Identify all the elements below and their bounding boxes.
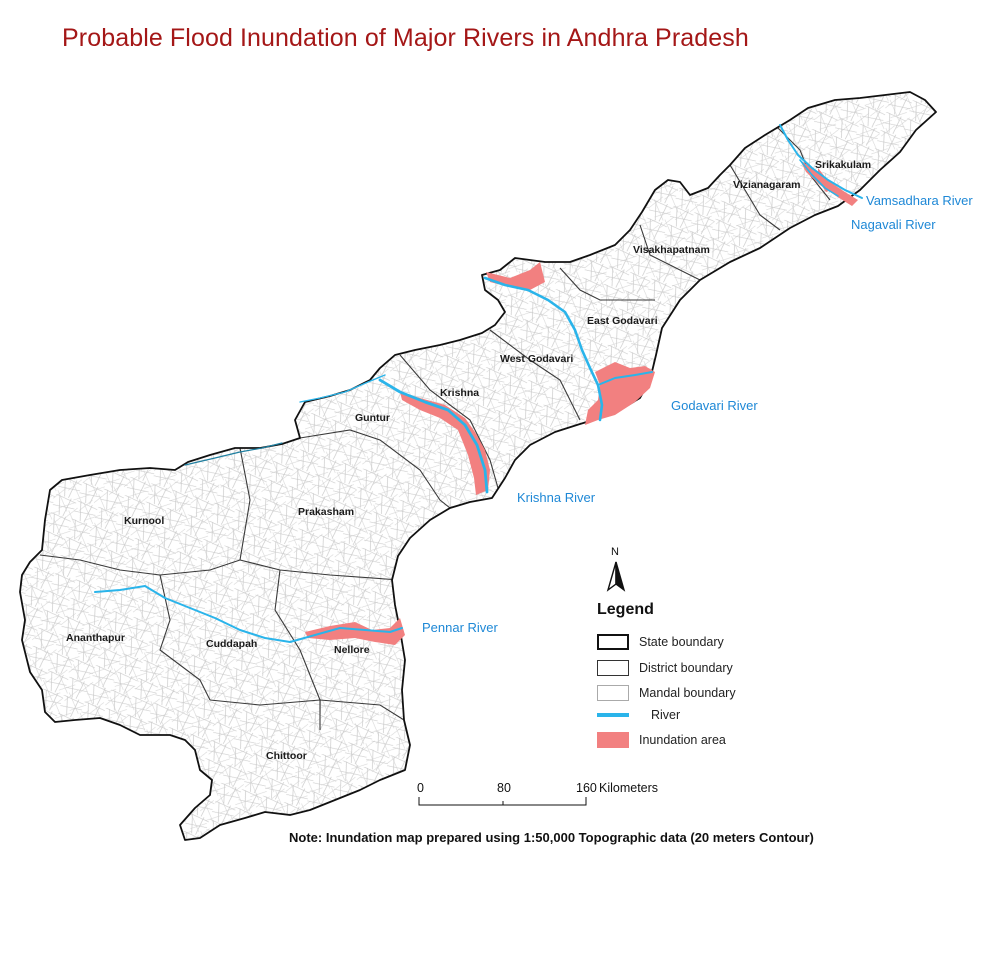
label-nellore: Nellore <box>334 644 370 656</box>
label-east-godavari: East Godavari <box>587 315 658 327</box>
river-labels: Vamsadhara River Nagavali River Godavari… <box>422 193 973 635</box>
legend-title: Legend <box>597 601 654 618</box>
river-vamsadhara <box>779 124 863 199</box>
label-pennar-river: Pennar River <box>422 620 499 635</box>
north-arrow-letter: N <box>611 546 619 558</box>
district-boundary-swatch <box>597 660 629 676</box>
label-west-godavari: West Godavari <box>500 353 573 365</box>
river-godavari-branch <box>597 371 653 386</box>
map-note: Note: Inundation map prepared using 1:50… <box>289 830 814 845</box>
inundation-pennar <box>305 618 405 645</box>
legend-item-inundation-area: Inundation area <box>597 731 726 749</box>
label-chittoor: Chittoor <box>266 750 307 762</box>
scale-tick-0: 0 <box>417 781 424 795</box>
inundation-vamsadhara <box>800 160 858 206</box>
inundation-area-swatch <box>597 732 629 748</box>
legend-label: River <box>651 708 681 722</box>
river-nagavali <box>799 159 839 197</box>
scale-bar: 0 80 160 Kilometers <box>416 781 658 821</box>
north-arrow-icon <box>606 561 626 592</box>
inundation-krishna <box>400 392 490 495</box>
state-boundary <box>19 91 937 841</box>
legend-item-river: River <box>597 706 680 724</box>
label-srikakulam: Srikakulam <box>815 159 871 171</box>
district-labels: Srikakulam Vizianagaram Visakhapatnam Ea… <box>66 159 871 762</box>
legend-item-state-boundary: State boundary <box>597 633 724 651</box>
river-pennar <box>94 585 403 643</box>
scale-tick-160: 160 <box>576 781 597 795</box>
river-godavari <box>483 276 604 422</box>
river-krishna-west <box>184 442 283 466</box>
scale-tick-80: 80 <box>497 781 511 795</box>
state-boundary-swatch <box>597 634 629 650</box>
scale-bar-line <box>418 797 587 806</box>
mandal-boundary-swatch <box>597 685 629 701</box>
label-vamsadhara-river: Vamsadhara River <box>866 193 973 208</box>
label-cuddapah: Cuddapah <box>206 638 257 650</box>
label-kurnool: Kurnool <box>124 515 164 527</box>
legend-label: District boundary <box>639 661 733 675</box>
river-line-swatch <box>597 713 629 717</box>
label-ananthapur: Ananthapur <box>66 632 125 644</box>
label-godavari-river: Godavari River <box>671 398 758 413</box>
river-krishna-upper <box>299 374 386 403</box>
label-prakasham: Prakasham <box>298 506 354 518</box>
label-vizianagaram: Vizianagaram <box>733 179 801 191</box>
legend-label: Mandal boundary <box>639 686 736 700</box>
label-krishna: Krishna <box>440 387 479 399</box>
scale-unit: Kilometers <box>599 781 659 795</box>
rivers <box>94 124 863 643</box>
north-arrow: N <box>603 546 633 594</box>
label-guntur: Guntur <box>355 412 390 424</box>
label-nagavali-river: Nagavali River <box>851 217 936 232</box>
legend-label: Inundation area <box>639 733 726 747</box>
river-krishna <box>378 378 489 494</box>
legend-label: State boundary <box>639 635 724 649</box>
label-krishna-river: Krishna River <box>517 490 596 505</box>
legend-item-district-boundary: District boundary <box>597 659 733 677</box>
label-visakhapatnam: Visakhapatnam <box>633 244 710 256</box>
map-title: Probable Flood Inundation of Major River… <box>62 24 749 52</box>
legend-item-mandal-boundary: Mandal boundary <box>597 684 736 702</box>
